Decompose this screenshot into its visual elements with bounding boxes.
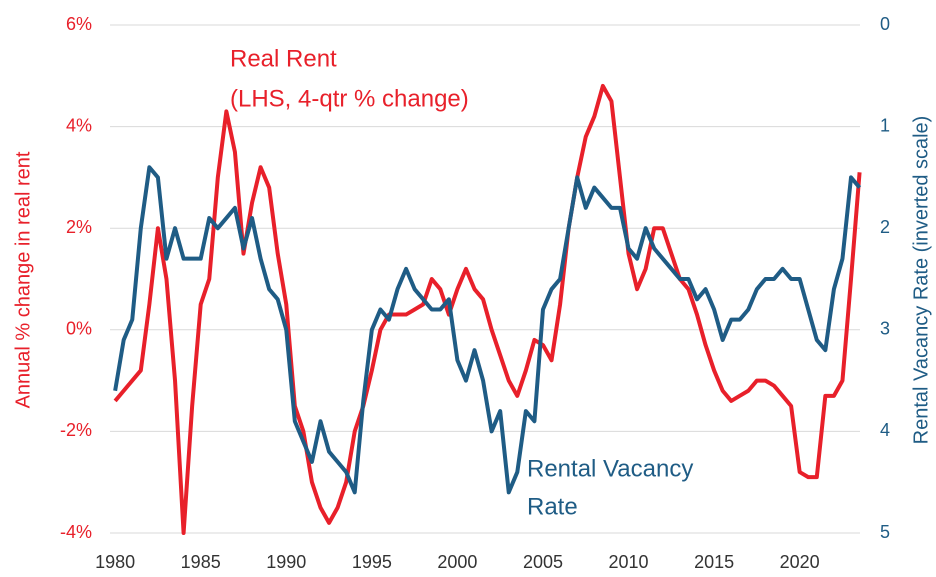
- annotation: Rental Vacancy: [527, 455, 693, 482]
- y2-tick-label: 4: [880, 420, 890, 440]
- series-line: [113, 83, 862, 535]
- x-tick-label: 1985: [181, 552, 221, 572]
- y-tick-label: 2%: [66, 217, 92, 237]
- x-tick-label: 2020: [780, 552, 820, 572]
- x-tick-label: 1995: [352, 552, 392, 572]
- x-tick-label: 1980: [95, 552, 135, 572]
- x-tick-label: 2000: [437, 552, 477, 572]
- y2-tick-label: 0: [880, 14, 890, 34]
- annotation: Rate: [527, 493, 578, 520]
- x-tick-label: 1990: [266, 552, 306, 572]
- annotation: (LHS, 4-qtr % change): [230, 85, 469, 112]
- x-tick-label: 2010: [609, 552, 649, 572]
- y-tick-label: 4%: [66, 115, 92, 135]
- x-tick-label: 2005: [523, 552, 563, 572]
- y2-tick-label: 3: [880, 319, 890, 339]
- y2-tick-label: 2: [880, 217, 890, 237]
- x-tick-label: 2015: [694, 552, 734, 572]
- y2-tick-label: 1: [880, 115, 890, 135]
- y-tick-label: -4%: [60, 522, 92, 542]
- y-axis-title: Annual % change in real rent: [12, 151, 34, 408]
- y2-axis-title: Rental Vacancy Rate (inverted scale): [910, 116, 932, 445]
- y-tick-label: 6%: [66, 14, 92, 34]
- series-line: [113, 165, 862, 495]
- y-tick-label: -2%: [60, 420, 92, 440]
- y2-tick-label: 5: [880, 522, 890, 542]
- annotation: Real Rent: [230, 45, 337, 72]
- y-tick-label: 0%: [66, 319, 92, 339]
